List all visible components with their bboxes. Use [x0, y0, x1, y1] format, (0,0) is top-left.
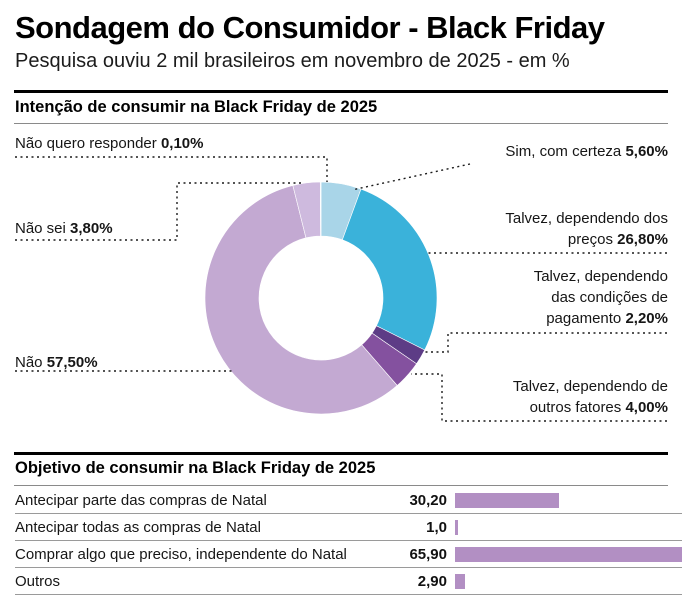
bar-track	[455, 546, 682, 562]
bar-track	[455, 573, 682, 589]
donut-slice	[341, 188, 438, 351]
bar-fill	[455, 519, 459, 535]
bar-row: Outros 2,90	[15, 568, 682, 595]
slice-value: 3,80%	[70, 220, 113, 237]
donut-slice	[204, 185, 398, 415]
slice-label: Não sei	[15, 220, 66, 237]
bar-value-label: 65,90	[409, 545, 447, 563]
bar-fill	[455, 573, 465, 589]
donut-slices	[204, 181, 438, 415]
donut-chart	[15, 156, 667, 422]
divider-thin-bars	[14, 485, 668, 486]
slice-value: 2,20%	[625, 310, 668, 327]
bar-category-label: Outros	[15, 572, 61, 590]
bar-category-label: Antecipar todas as compras de Natal	[15, 518, 261, 536]
divider-thick-bars	[14, 452, 668, 455]
bar-value-label: 2,90	[417, 572, 447, 590]
slice-label: Não quero responder	[15, 135, 157, 152]
donut-label-nao: Não 57,50%	[15, 352, 98, 373]
leader-line-talvez-condicoes	[424, 332, 667, 353]
bar-value-label: 1,0	[426, 518, 447, 536]
slice-label: Não	[15, 354, 43, 371]
leader-line-nao-sei	[15, 182, 302, 241]
slice-value: 0,10%	[160, 135, 204, 152]
bar-chart: Antecipar parte das compras de Natal 30,…	[15, 487, 682, 595]
bar-fill	[455, 492, 560, 508]
slice-label: Talvez, dependendo dos preços	[505, 210, 668, 248]
bar-row: Antecipar todas as compras de Natal 1,0	[15, 514, 682, 541]
slice-label: Talvez, dependendo das condições de paga…	[533, 268, 668, 327]
bar-fill	[455, 546, 682, 562]
leader-line-sim-com-certeza	[351, 163, 471, 191]
slice-value: 5,60%	[625, 143, 668, 160]
donut-label-talvez-precos: Talvez, dependendo dos preços 26,80%	[468, 208, 668, 250]
donut-label-sim-com-certeza: Sim, com certeza 5,60%	[505, 141, 668, 162]
bar-row: Antecipar parte das compras de Natal 30,…	[15, 487, 682, 514]
divider-thick-top	[14, 90, 668, 93]
leader-line-talvez-outros	[411, 373, 667, 422]
donut-label-talvez-outros: Talvez, dependendo de outros fatores 4,0…	[493, 376, 668, 418]
bar-value-label: 30,20	[409, 491, 447, 509]
bar-track	[455, 519, 682, 535]
donut-label-nao-sei: Não sei 3,80%	[15, 218, 113, 239]
page-subtitle: Pesquisa ouviu 2 mil brasileiros em nove…	[15, 50, 570, 72]
slice-label: Talvez, dependendo de outros fatores	[512, 378, 668, 416]
leader-line-nao-quero-responder	[15, 156, 328, 182]
donut-slice	[319, 181, 322, 237]
slice-label: Sim, com certeza	[505, 143, 622, 160]
slice-value: 26,80%	[617, 231, 668, 248]
bar-row: Comprar algo que preciso, independente d…	[15, 541, 682, 568]
donut-section-title: Intenção de consumir na Black Friday de …	[15, 98, 378, 116]
divider-thin-donut	[14, 123, 668, 124]
page-title: Sondagem do Consumidor - Black Friday	[15, 10, 605, 45]
donut-label-nao-quero-responder: Não quero responder 0,10%	[15, 133, 203, 154]
donut-label-talvez-condicoes: Talvez, dependendo das condições de paga…	[513, 266, 668, 329]
bar-category-label: Antecipar parte das compras de Natal	[15, 491, 267, 509]
bar-category-label: Comprar algo que preciso, independente d…	[15, 545, 347, 563]
slice-value: 57,50%	[46, 354, 98, 371]
slice-value: 4,00%	[625, 399, 668, 416]
bar-track	[455, 492, 682, 508]
bar-section-title: Objetivo de consumir na Black Friday de …	[15, 459, 376, 477]
